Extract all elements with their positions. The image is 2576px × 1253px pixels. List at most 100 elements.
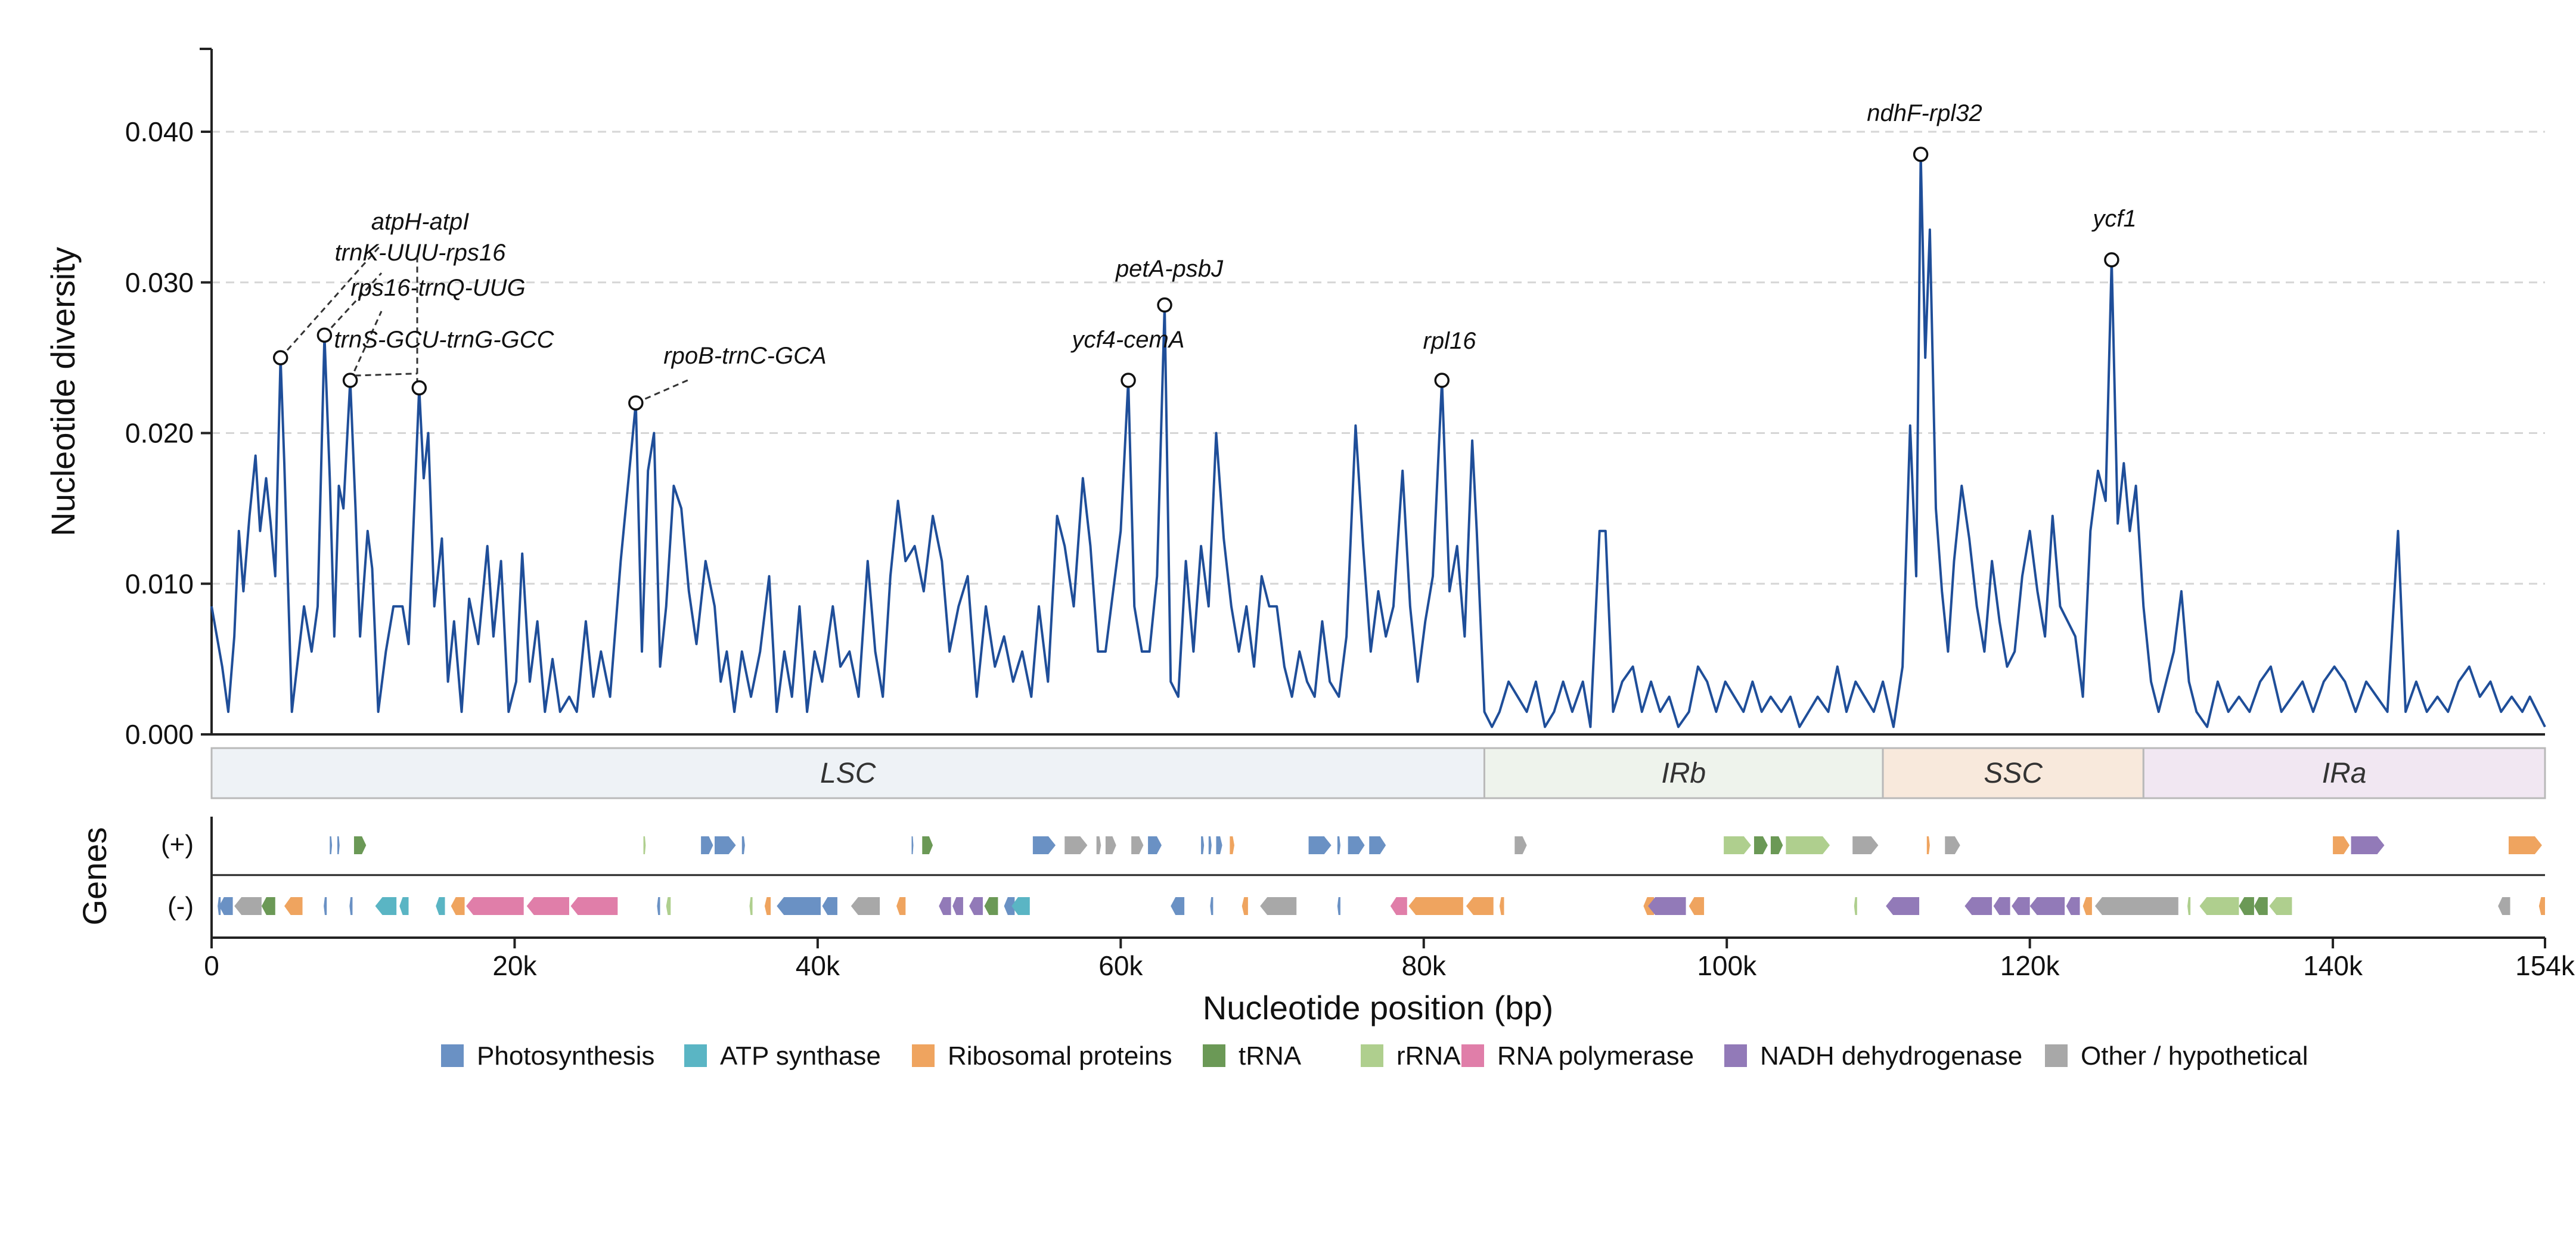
legend-swatch [441, 1044, 464, 1067]
peak-leader-line [355, 373, 418, 377]
gene-plus-strand [741, 836, 745, 854]
gene-minus-strand [764, 897, 771, 915]
gene-plus-strand [1216, 836, 1222, 854]
gene-minus-strand [2239, 897, 2254, 915]
legend-label: tRNA [1239, 1041, 1302, 1071]
gene-minus-strand [234, 897, 262, 915]
x-tick-label: 80k [1402, 950, 1447, 981]
peak-label: rps16-trnQ-UUG [350, 275, 525, 301]
peak-label: ycf1 [2091, 206, 2136, 232]
gene-plus-strand [1308, 836, 1332, 854]
gene-plus-strand [337, 836, 340, 854]
peak-label: trnK-UUU-rps16 [335, 240, 506, 266]
y-tick-label: 0.040 [125, 116, 194, 147]
gene-minus-strand [526, 897, 569, 915]
peak-label: ndhF-rpl32 [1867, 100, 1982, 126]
gene-minus-strand [1499, 897, 1504, 915]
legend-swatch [2045, 1044, 2068, 1067]
gene-minus-strand [1004, 897, 1015, 915]
gene-plus-strand [1201, 836, 1205, 854]
gene-plus-strand [1514, 836, 1527, 854]
peak-label: rpoB-trnC-GCA [663, 343, 826, 369]
gene-minus-strand [2187, 897, 2191, 915]
peak-marker [272, 350, 288, 365]
gene-minus-strand [851, 897, 880, 915]
peak-marker [316, 327, 333, 343]
gene-minus-strand [896, 897, 906, 915]
peak-label: petA-psbJ [1115, 256, 1224, 282]
legend-swatch [1203, 1044, 1225, 1067]
gene-plus-strand [1348, 836, 1365, 854]
gene-minus-strand [2254, 897, 2268, 915]
gene-minus-strand [1886, 897, 1920, 915]
gene-minus-strand [1171, 897, 1185, 915]
peak-leader-line [349, 311, 383, 381]
legend-label: rRNA [1396, 1041, 1461, 1071]
peak-label: ycf4-cemA [1070, 327, 1185, 353]
strand-minus-label: (-) [167, 892, 194, 921]
gene-minus-strand [1210, 897, 1213, 915]
gene-plus-strand [2351, 836, 2385, 854]
gene-minus-strand [324, 897, 327, 915]
gene-minus-strand [952, 897, 963, 915]
region-label: LSC [820, 758, 876, 789]
x-axis-title: Nucleotide position (bp) [1203, 989, 1553, 1026]
gene-minus-strand [1408, 897, 1463, 915]
gene-minus-strand [570, 897, 618, 915]
x-tick-label: 120k [2000, 950, 2060, 981]
region-label: IRa [2322, 758, 2367, 789]
gene-plus-strand [643, 836, 646, 854]
gene-plus-strand [1945, 836, 1960, 854]
gene-plus-strand [353, 836, 367, 854]
peak-label: rpl16 [1423, 328, 1477, 354]
gene-minus-strand [2269, 897, 2292, 915]
gene-minus-strand [749, 897, 753, 915]
gene-plus-strand [1131, 836, 1144, 854]
gene-plus-strand [1105, 836, 1116, 854]
gene-minus-strand [2094, 897, 2178, 915]
peak-marker [628, 395, 644, 411]
gene-plus-strand [2508, 836, 2542, 854]
gene-minus-strand [984, 897, 998, 915]
gene-minus-strand [2029, 897, 2065, 915]
gene-plus-strand [1032, 836, 1056, 854]
gene-plus-strand [1148, 836, 1162, 854]
peak-leader-line [280, 244, 383, 359]
gene-minus-strand [399, 897, 409, 915]
gene-minus-strand [777, 897, 821, 915]
gene-minus-strand [657, 897, 660, 915]
gene-minus-strand [1964, 897, 1992, 915]
gene-minus-strand [1466, 897, 1494, 915]
legend-swatch [1461, 1044, 1484, 1067]
gene-plus-strand [1230, 836, 1234, 854]
x-tick-label: 20k [492, 950, 537, 981]
gene-minus-strand [349, 897, 353, 915]
x-tick-label: 140k [2303, 950, 2363, 981]
peak-leader-line [635, 378, 691, 404]
gene-plus-strand [330, 836, 333, 854]
gene-minus-strand [436, 897, 445, 915]
x-tick-label: 0 [204, 950, 219, 981]
gene-tracks [218, 836, 2545, 915]
y-ticks: 0.000 0.010 0.020 0.030 0.040 [125, 116, 212, 750]
y-tick-label: 0.010 [125, 568, 194, 599]
y-tick-label: 0.000 [125, 719, 194, 750]
gene-minus-strand [1011, 897, 1030, 915]
legend-swatch [1724, 1044, 1747, 1067]
legend-swatch [684, 1044, 707, 1067]
peak-marker [411, 380, 427, 396]
legend-label: Photosynthesis [477, 1041, 654, 1071]
gene-minus-strand [1390, 897, 1407, 915]
gene-plus-strand [1852, 836, 1879, 854]
gene-plus-strand [1786, 836, 1830, 854]
gene-plus-strand [2333, 836, 2350, 854]
region-label: SSC [1984, 758, 2043, 789]
region-label: IRb [1661, 758, 1706, 789]
legend-label: Other / hypothetical [2081, 1041, 2308, 1071]
x-ticks: 0 20k 40k 60k 80k 100k 120k 140k 154k [204, 938, 2575, 981]
peak-leader-line [324, 272, 383, 336]
legend: Photosynthesis ATP synthase Ribosomal prot… [441, 1041, 2308, 1071]
gene-minus-strand [2498, 897, 2510, 915]
axes: Nucleotide diversity Nucleotide position… [44, 48, 2545, 1026]
gene-minus-strand [2199, 897, 2239, 915]
